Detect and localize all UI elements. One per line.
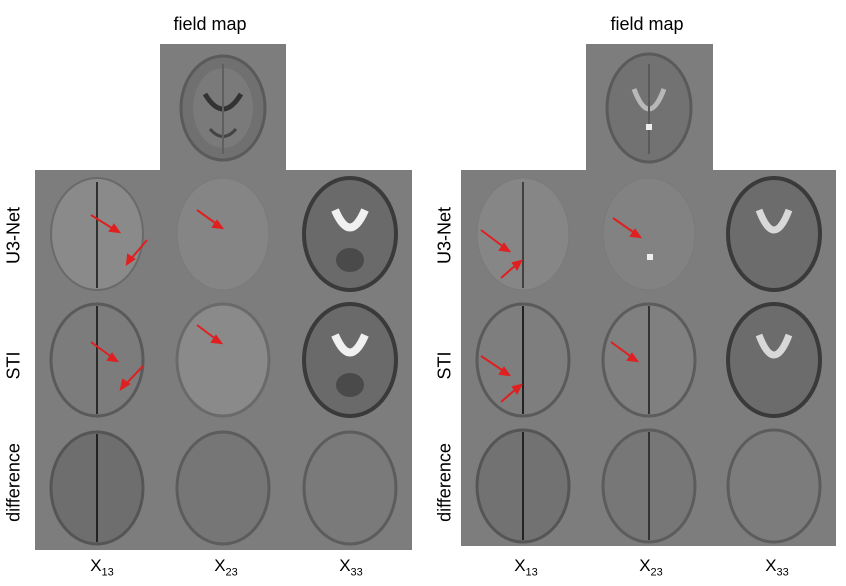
right-u3net-x23-slice: [602, 177, 696, 291]
left-row-label-difference: difference: [3, 443, 24, 522]
right-row-label-u3net: U3-Net: [434, 207, 455, 265]
right-diff-x33-slice: [726, 428, 822, 544]
right-sti-x33-slice: [726, 302, 822, 418]
right-field-map-box: [586, 44, 713, 172]
right-u3net-x33-slice: [726, 176, 822, 292]
left-diff-x33-slice: [302, 430, 398, 546]
left-sti-x23-slice: [175, 302, 271, 418]
right-grid-box: [461, 170, 836, 546]
right-brain-grid: [475, 176, 822, 544]
left-diff-x23-slice: [175, 430, 271, 546]
left-row-label-sti: STI: [3, 351, 24, 380]
right-field-map-title: field map: [610, 14, 684, 34]
left-field-map-title: field map: [173, 14, 247, 34]
right-col-label-x33: X33: [765, 556, 789, 579]
left-u3net-x33-slice: [302, 176, 398, 292]
right-row-label-sti: STI: [434, 351, 455, 380]
right-field-map-image: [605, 52, 693, 164]
right-red-arrows: [480, 217, 643, 403]
left-col-label-x13: X13: [90, 556, 114, 579]
left-row-label-u3net: U3-Net: [3, 207, 24, 265]
right-col-label-x13: X13: [514, 556, 538, 579]
left-col-label-x33: X33: [339, 556, 363, 579]
left-brain-grid: [49, 176, 398, 546]
left-col-label-x23: X23: [214, 556, 238, 579]
left-red-arrows: [90, 209, 225, 392]
left-grid-box: [35, 170, 412, 550]
right-row-label-difference: difference: [434, 443, 455, 522]
left-sti-x33-slice: [302, 302, 398, 418]
left-field-map-image: [179, 54, 267, 162]
left-u3net-x23-slice: [176, 177, 270, 291]
right-col-label-x23: X23: [639, 556, 663, 579]
left-field-map-box: [160, 44, 286, 172]
